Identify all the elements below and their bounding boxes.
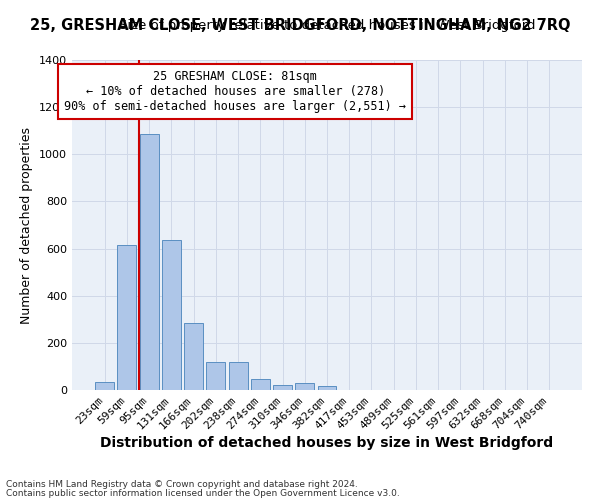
Bar <box>184 323 203 390</box>
Bar <box>273 385 292 390</box>
Bar <box>229 362 248 390</box>
Bar <box>317 386 337 390</box>
Text: Contains public sector information licensed under the Open Government Licence v3: Contains public sector information licen… <box>6 489 400 498</box>
Y-axis label: Number of detached properties: Number of detached properties <box>20 126 34 324</box>
Bar <box>95 382 114 390</box>
Bar <box>118 245 136 390</box>
Bar <box>295 384 314 390</box>
Text: 25, GRESHAM CLOSE, WEST BRIDGFORD, NOTTINGHAM, NG2 7RQ: 25, GRESHAM CLOSE, WEST BRIDGFORD, NOTTI… <box>30 18 570 32</box>
Bar <box>206 362 225 390</box>
X-axis label: Distribution of detached houses by size in West Bridgford: Distribution of detached houses by size … <box>100 436 554 450</box>
Bar <box>251 378 270 390</box>
Title: Size of property relative to detached houses in West Bridgford: Size of property relative to detached ho… <box>119 20 535 32</box>
Bar <box>162 240 181 390</box>
Bar <box>140 134 158 390</box>
Text: 25 GRESHAM CLOSE: 81sqm
← 10% of detached houses are smaller (278)
90% of semi-d: 25 GRESHAM CLOSE: 81sqm ← 10% of detache… <box>64 70 406 113</box>
Text: Contains HM Land Registry data © Crown copyright and database right 2024.: Contains HM Land Registry data © Crown c… <box>6 480 358 489</box>
